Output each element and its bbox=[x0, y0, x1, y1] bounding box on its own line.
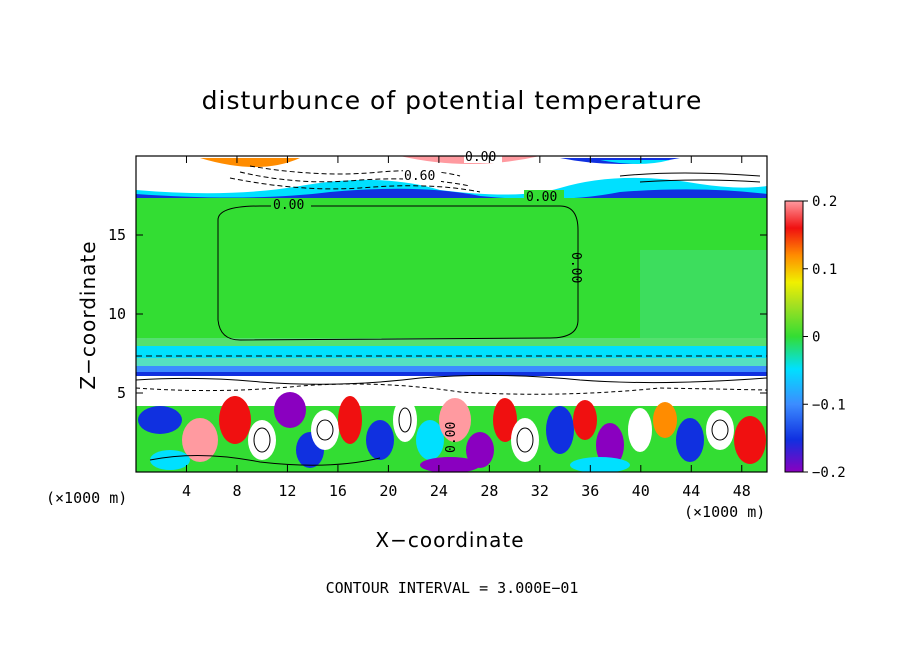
x-tick-label: 16 bbox=[329, 482, 347, 500]
y-tick-label: 10 bbox=[108, 305, 126, 323]
contour-labels: 0.00 0.60 0.00 0.00 0.00 0.00 bbox=[271, 150, 583, 453]
x-tick-label: 20 bbox=[379, 482, 397, 500]
contour-label: 0.00 bbox=[568, 252, 583, 283]
x-axis: 4 8 12 16 20 24 28 32 36 40 44 48 bbox=[182, 156, 751, 500]
y-axis: 5 10 15 bbox=[108, 226, 767, 402]
x-unit-label: (×1000 m) bbox=[46, 489, 128, 507]
x-axis-label: X−coordinate bbox=[375, 528, 525, 552]
x-unit-label-right: (×1000 m) bbox=[684, 503, 766, 521]
x-tick-label: 28 bbox=[480, 482, 498, 500]
x-tick-label: 4 bbox=[182, 482, 191, 500]
x-tick-label: 24 bbox=[430, 482, 448, 500]
colorbar-tick-label: 0 bbox=[812, 330, 820, 346]
y-tick-label: 5 bbox=[117, 384, 126, 402]
contour-label: 0.00 bbox=[273, 198, 304, 213]
contour-label: 0.00 bbox=[465, 150, 496, 165]
contour-label: 0.00 bbox=[526, 190, 557, 205]
x-tick-label: 12 bbox=[278, 482, 296, 500]
x-tick-label: 44 bbox=[682, 482, 700, 500]
y-tick-label: 15 bbox=[108, 226, 126, 244]
colorbar: 0.2 0.1 0 −0.1 −0.2 bbox=[784, 194, 846, 481]
x-tick-label: 36 bbox=[581, 482, 599, 500]
y-axis-label: Z−coordinate bbox=[76, 240, 100, 390]
x-tick-label: 40 bbox=[632, 482, 650, 500]
contour-interval-note: CONTOUR INTERVAL = 3.000E−01 bbox=[325, 579, 579, 597]
colorbar-tick-label: 0.2 bbox=[812, 194, 837, 210]
colorbar-tick-label: −0.1 bbox=[812, 397, 846, 413]
x-tick-label: 32 bbox=[531, 482, 549, 500]
x-tick-label: 48 bbox=[733, 482, 751, 500]
x-tick-label: 8 bbox=[232, 482, 241, 500]
colorbar-scale bbox=[784, 200, 804, 473]
chart-title: disturbunce of potential temperature bbox=[201, 86, 703, 115]
colorbar-tick-label: 0.1 bbox=[812, 262, 837, 278]
contour-label: 0.00 bbox=[444, 422, 459, 453]
colorbar-tick-label: −0.2 bbox=[812, 465, 846, 481]
contour-label: 0.60 bbox=[404, 169, 435, 184]
